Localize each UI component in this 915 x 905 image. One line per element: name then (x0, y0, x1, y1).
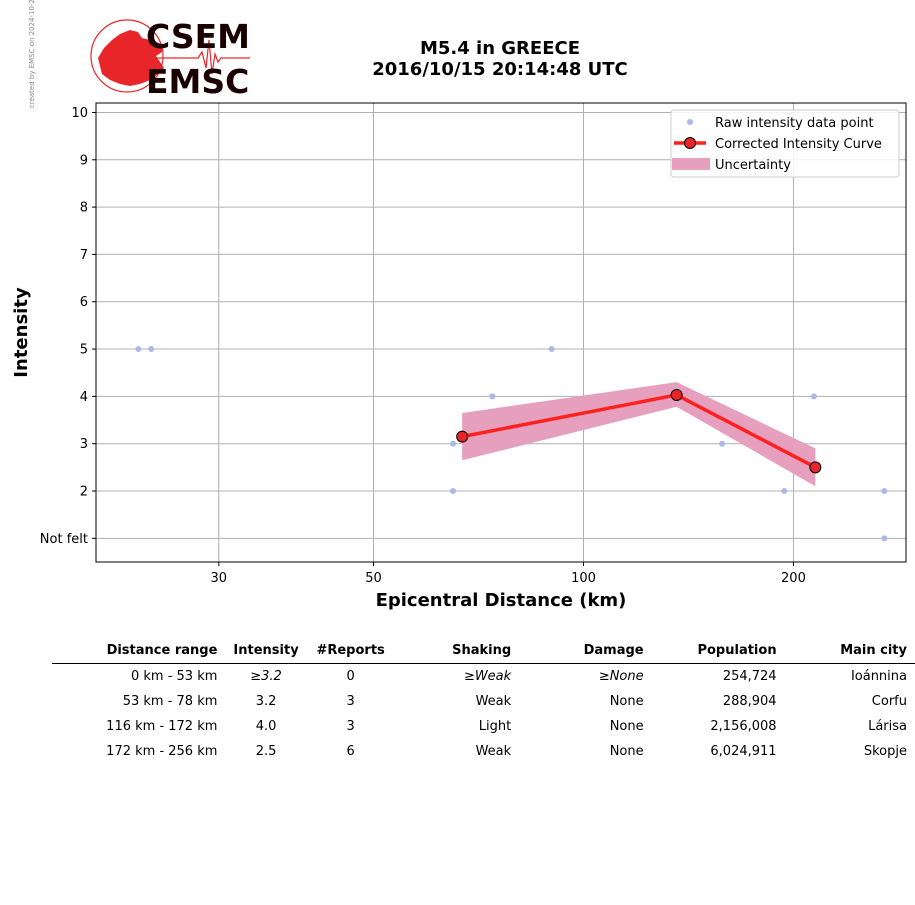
raw-data-point (148, 346, 155, 353)
table-cell-rep: 3 (346, 719, 355, 734)
table-header-shk: Shaking (394, 640, 520, 664)
logo-text-csem: CSEM (146, 18, 250, 56)
y-tick-label: 3 (80, 437, 88, 452)
table-cell-dmg: None (609, 744, 644, 759)
table-cell-rep: 3 (346, 694, 355, 709)
table-row: 0 km - 53 km ≥3.2 0 ≥Weak ≥None 254,724 Ioánni… (52, 664, 915, 690)
table-row: 172 km - 256 km 2.5 6 Weak None 6,024,911 Skop… (52, 739, 915, 764)
table-cell-dist: 172 km - 256 km (106, 744, 218, 759)
corrected-curve-point (456, 430, 469, 443)
y-tick-label: 5 (80, 343, 88, 358)
table-cell-shk: Weak (475, 694, 512, 709)
csem-emsc-logo: CSEM EMSC (90, 18, 250, 98)
raw-data-point (810, 393, 817, 400)
table-cell-int: 2.5 (255, 744, 277, 759)
x-tick-label: 50 (365, 571, 382, 586)
raw-data-point (881, 488, 888, 495)
y-tick-label: 8 (80, 201, 88, 216)
table-cell-pop: 6,024,911 (710, 744, 777, 759)
table-cell-shk: Weak (475, 744, 512, 759)
legend-raw-marker (687, 119, 693, 125)
table-header-rep: #Reports (306, 640, 395, 664)
legend-curve-marker (684, 137, 696, 149)
table-cell-city: Ioánnina (850, 669, 907, 684)
y-tick-label: 6 (80, 295, 88, 310)
table-cell-city: Skopje (863, 744, 907, 759)
plot-frame (95, 102, 907, 563)
table-row: 53 km - 78 km 3.2 3 Weak None 288,904 Corfu (52, 689, 915, 714)
table-cell-int: 4.0 (255, 719, 277, 734)
table-header-dist: Distance range (52, 640, 226, 664)
uncertainty-band (462, 382, 816, 487)
table-cell-dmg: None (609, 694, 644, 709)
y-tick-label: 2 (80, 485, 88, 500)
logo-seismogram-icon (150, 39, 250, 75)
table-cell-city: Corfu (871, 694, 907, 709)
table-body: 0 km - 53 km ≥3.2 0 ≥Weak ≥None 254,724 Ioánni… (52, 664, 915, 765)
table-cell-pop: 254,724 (722, 669, 777, 684)
table-header-city: Main city (784, 640, 915, 664)
table-header-pop: Population (651, 640, 785, 664)
x-tick-label: 200 (781, 571, 806, 586)
table-cell-dist: 116 km - 172 km (106, 719, 218, 734)
legend-label: Raw intensity data point (715, 116, 874, 131)
y-axis-label: Intensity (11, 287, 32, 378)
table-cell-int: 3.2 (255, 694, 277, 709)
legend-box (670, 109, 900, 178)
table-header-dmg: Damage (519, 640, 652, 664)
table-cell-dmg: None (609, 719, 644, 734)
table-header-row: Distance range Intensity #Reports Shaking Da… (52, 640, 915, 664)
corrected-curve-point (670, 388, 683, 401)
intensity-chart: Not felt 2 3 4 5 6 7 8 9 10 30 50 100 200 Epicentral D… (11, 102, 907, 611)
raw-data-point (781, 488, 788, 495)
y-tick-label: 10 (71, 106, 88, 121)
legend-label: Uncertainty (715, 158, 791, 173)
intensity-table: Distance range Intensity #Reports Shaking Da… (52, 640, 915, 764)
table-cell-rep: 6 (346, 744, 355, 759)
table-cell-dist: 53 km - 78 km (122, 694, 218, 709)
raw-data-point (450, 488, 457, 495)
table-row: 116 km - 172 km 4.0 3 Light None 2,156,008 Lár… (52, 714, 915, 739)
y-tick-label: 7 (80, 248, 88, 263)
title-line-1: M5.4 in GREECE (419, 38, 581, 59)
corrected-curve-point (809, 461, 822, 474)
table-cell-city: Lárisa (868, 719, 907, 734)
table-cell-dmg: ≥None (598, 669, 644, 684)
y-tick-label: 9 (80, 153, 88, 168)
table-cell-shk: Light (478, 719, 512, 734)
raw-data-point (548, 346, 555, 353)
legend-uncertainty-swatch (672, 158, 710, 170)
logo-europe-map-icon (98, 30, 164, 86)
table-cell-dist: 0 km - 53 km (130, 669, 218, 684)
raw-data-point (881, 535, 888, 542)
x-tick-label: 30 (211, 571, 228, 586)
title-line-2: 2016/10/15 20:14:48 UTC (372, 59, 628, 80)
legend-label: Corrected Intensity Curve (715, 137, 882, 152)
x-tick-label: 100 (571, 571, 596, 586)
raw-data-point (489, 393, 496, 400)
table-cell-pop: 2,156,008 (710, 719, 777, 734)
chart-title: M5.4 in GREECE 2016/10/15 20:14:48 UTC (300, 38, 700, 80)
table-header-int: Intensity (225, 640, 307, 664)
y-tick-label: 4 (80, 390, 88, 405)
x-axis-label: Epicentral Distance (km) (376, 590, 627, 611)
logo-text-emsc: EMSC (146, 62, 249, 98)
logo-globe-ring (90, 19, 164, 93)
raw-data-point (135, 346, 142, 353)
table-cell-int: ≥3.2 (250, 669, 282, 684)
raw-data-point (719, 440, 726, 447)
y-tick-label: Not felt (40, 532, 88, 547)
table-cell-shk: ≥Weak (463, 669, 512, 684)
table-cell-pop: 288,904 (722, 694, 777, 709)
table-cell-rep: 0 (346, 669, 355, 684)
raw-data-point (450, 440, 457, 447)
